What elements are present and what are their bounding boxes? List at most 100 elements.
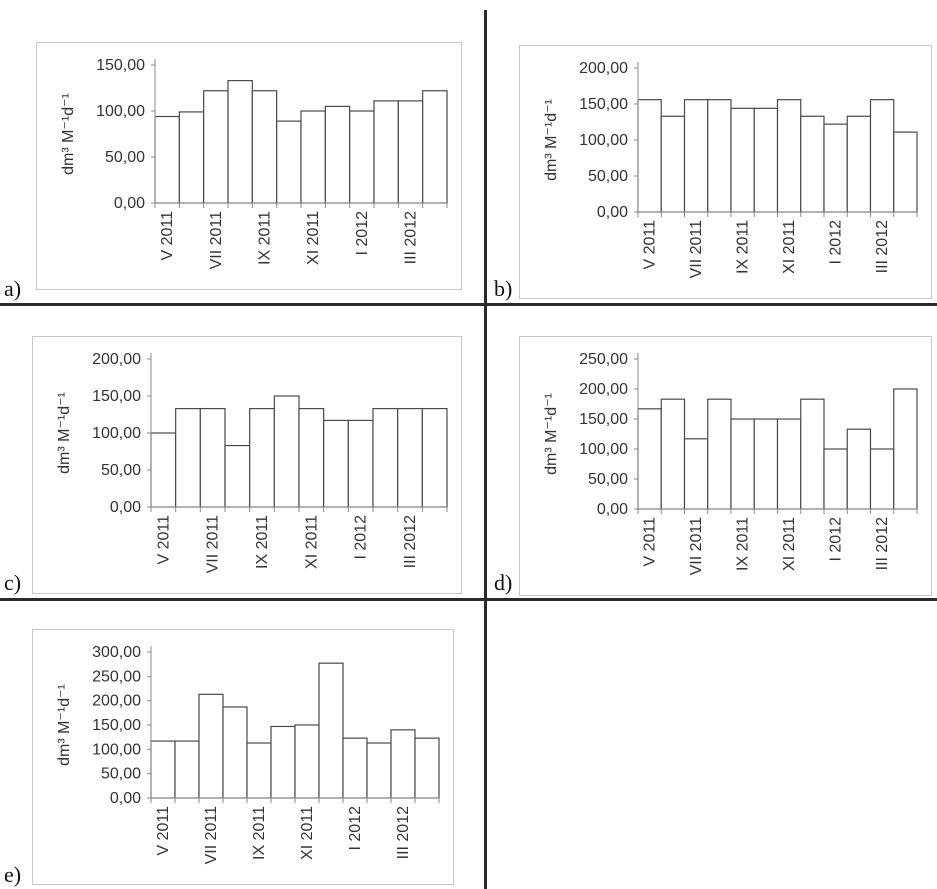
y-axis-label: dm³ M⁻¹d⁻¹ <box>56 684 73 766</box>
bar <box>683 99 709 213</box>
y-tick-label: 150,00 <box>92 717 141 734</box>
bar <box>753 418 779 510</box>
panel-label-b: b) <box>494 276 513 301</box>
y-tick-label: 200,00 <box>579 60 628 77</box>
chart-frame-d: dm³ M⁻¹d⁻¹ 0,00 50,00 100,00 150,00 200,00 250… <box>519 336 932 596</box>
chart-b: dm³ M⁻¹d⁻¹ 0,00 50,00 100,00 150,00 200,00 V 2… <box>543 60 918 278</box>
x-tick-label: XI 2011 <box>299 806 316 860</box>
bar <box>366 742 392 799</box>
y-tick-label: 200,00 <box>92 693 141 710</box>
y-tick-label: 100,00 <box>92 425 141 442</box>
y-tick-label: 200,00 <box>92 351 141 368</box>
x-tick-label: V 2011 <box>642 517 659 567</box>
y-axis-label: dm³ M⁻¹d⁻¹ <box>543 393 560 475</box>
bar <box>175 407 201 508</box>
horizontal-divider-middle <box>0 598 937 601</box>
bar <box>199 407 226 508</box>
x-tick-label: IX 2011 <box>254 515 271 569</box>
bar <box>893 388 918 510</box>
bar <box>660 115 686 213</box>
y-tick-label: 50,00 <box>588 168 628 185</box>
x-tick-label: I 2012 <box>347 806 364 851</box>
x-tick-label: IX 2011 <box>735 220 752 274</box>
x-tick-label: I 2012 <box>828 517 845 562</box>
bar <box>800 398 825 510</box>
panel-a: dm³ M⁻¹d⁻¹ 0,00 50,00 100,00 150,00 V 2011 VII… <box>0 0 484 303</box>
y-tick-label: 250,00 <box>92 668 141 685</box>
y-tick-label: 50,00 <box>101 766 141 783</box>
y-tick-label: 100,00 <box>579 441 628 458</box>
bar <box>276 120 302 204</box>
y-tick-label: 50,00 <box>101 462 141 479</box>
y-tick-label: 50,00 <box>588 471 628 488</box>
bar <box>150 432 177 508</box>
x-tick-label: VII 2011 <box>208 211 225 270</box>
bar <box>660 398 686 510</box>
y-tick-label: 100,00 <box>579 132 628 149</box>
x-tick-label: V 2011 <box>155 515 172 565</box>
y-tick-label: 150,00 <box>579 96 628 113</box>
x-tick-label: IX 2011 <box>257 211 274 265</box>
bar <box>318 662 344 799</box>
bar <box>294 724 320 799</box>
y-tick-label: 150,00 <box>92 388 141 405</box>
bar <box>273 395 300 508</box>
chart-a: dm³ M⁻¹d⁻¹ 0,00 50,00 100,00 150,00 V 2011 VII… <box>60 57 448 270</box>
panel-label-a: a) <box>4 276 22 301</box>
x-tick-label: III 2012 <box>403 211 420 264</box>
x-tick-label: I 2012 <box>354 211 371 256</box>
bar <box>323 419 349 508</box>
bar <box>224 444 251 508</box>
y-tick-label: 150,00 <box>579 411 628 428</box>
bar <box>154 115 180 204</box>
bar <box>342 737 368 799</box>
chart-frame-c: dm³ M⁻¹d⁻¹ 0,00 50,00 100,00 150,00 200,00 V 2… <box>32 336 462 594</box>
chart-d: dm³ M⁻¹d⁻¹ 0,00 50,00 100,00 150,00 200,00 250… <box>543 351 918 576</box>
x-tick-label: VII 2011 <box>688 517 705 576</box>
bar <box>347 419 374 508</box>
bar <box>198 693 224 799</box>
bar <box>397 100 424 204</box>
bar <box>823 123 848 213</box>
y-tick-label: 50,00 <box>105 149 145 166</box>
x-tick-label: XI 2011 <box>781 517 798 571</box>
bar <box>300 110 326 204</box>
bar <box>349 110 375 204</box>
bar <box>390 729 416 799</box>
y-axis-label: dm³ M⁻¹d⁻¹ <box>60 93 77 175</box>
x-tick-label: VII 2011 <box>203 806 220 865</box>
y-axis-label: dm³ M⁻¹d⁻¹ <box>543 99 560 181</box>
bar <box>730 107 755 213</box>
y-tick-label: 150,00 <box>96 57 145 74</box>
bar <box>869 448 895 510</box>
bar <box>846 428 872 510</box>
bar <box>373 100 399 204</box>
bar <box>846 115 872 213</box>
bar <box>174 740 200 799</box>
bar <box>324 105 351 204</box>
bar <box>683 438 709 510</box>
bar <box>414 737 440 799</box>
bar <box>707 99 732 213</box>
bar <box>776 418 802 510</box>
bar <box>637 408 662 510</box>
chart-frame-e: dm³ M⁻¹d⁻¹ 0,00 50,00 100,00 150,00 200,00 250… <box>32 629 454 885</box>
bar <box>893 131 918 213</box>
y-tick-label: 100,00 <box>96 103 145 120</box>
x-tick-label: XI 2011 <box>303 515 320 569</box>
bar <box>372 407 399 508</box>
x-tick-label: XI 2011 <box>305 211 322 265</box>
bar <box>249 407 275 508</box>
x-tick-label: V 2011 <box>159 211 176 261</box>
horizontal-divider-top <box>0 303 937 306</box>
x-tick-label: V 2011 <box>155 806 172 856</box>
y-tick-label: 0,00 <box>597 501 628 518</box>
bar <box>227 80 253 204</box>
x-tick-label: I 2012 <box>353 515 370 560</box>
y-tick-label: 0,00 <box>110 790 141 807</box>
y-tick-label: 200,00 <box>579 381 628 398</box>
chart-frame-b: dm³ M⁻¹d⁻¹ 0,00 50,00 100,00 150,00 200,00 V 2… <box>519 45 932 299</box>
bar <box>150 740 176 799</box>
bar <box>422 90 448 204</box>
y-tick-label: 0,00 <box>110 499 141 516</box>
